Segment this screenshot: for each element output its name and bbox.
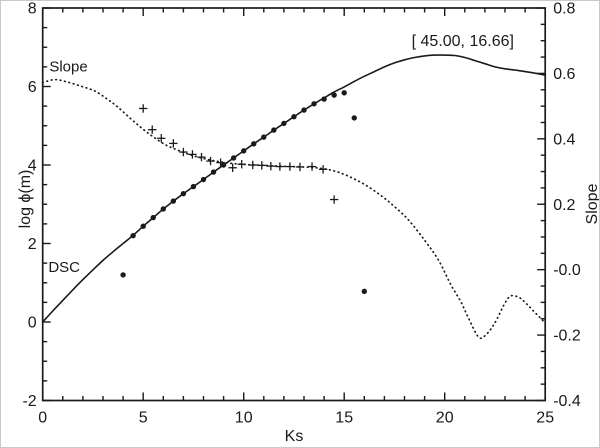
axis-box: [41, 7, 547, 402]
x-tick-label: 15: [335, 410, 353, 427]
y-right-tick-label: 0.2: [553, 197, 575, 214]
dot-marker: [281, 120, 287, 127]
y-right-tick-label: -0.2: [553, 328, 581, 345]
dot-marker: [150, 214, 156, 221]
x-tick-label: 0: [38, 410, 47, 427]
y-left-tick-label: 6: [28, 79, 37, 96]
dot-marker: [130, 232, 136, 239]
y-left-tick-label: -2: [22, 393, 36, 410]
dot-marker: [341, 90, 347, 96]
dot-marker: [351, 115, 357, 121]
annotation-peak-coordinates: [ 45.00, 16.66]: [412, 33, 514, 50]
x-tick-label: 5: [139, 410, 148, 427]
dot-marker: [140, 223, 146, 229]
dot-marker: [230, 155, 237, 161]
y-left-tick-label: 0: [28, 315, 37, 332]
y-left-tick-label: 8: [28, 1, 37, 18]
plot-area: 0 5 10 15 20 2586420-20.80.60.40.2-0.0-0.2-0.…: [22, 1, 580, 427]
dot-marker: [271, 127, 277, 133]
x-axis-title: Ks: [285, 428, 304, 445]
dot-marker: [120, 272, 126, 278]
dot-marker: [180, 190, 187, 197]
dot-marker: [321, 96, 327, 102]
slope-curve: [41, 78, 547, 340]
y-left-tick-label: 4: [28, 158, 37, 175]
x-tick-label: 25: [536, 410, 554, 427]
annotation-dsc-curve-label: DSC: [48, 259, 80, 276]
dot-marker: [190, 183, 197, 190]
y-right-tick-label: 0.4: [553, 131, 575, 148]
dot-marker: [361, 288, 367, 295]
y-axis-title-left: log ϕ(m): [17, 170, 34, 229]
annotation-slope-curve-label: Slope: [49, 59, 87, 76]
y-left-tick-label: 2: [28, 236, 37, 253]
dot-marker: [210, 169, 217, 175]
dot-marker: [291, 114, 297, 120]
y-right-tick-label: -0.0: [553, 262, 581, 279]
dot-marker: [261, 134, 267, 140]
dot-marker: [200, 176, 207, 183]
dot-marker: [160, 206, 166, 212]
dot-marker: [331, 92, 337, 98]
dsc-curve: [42, 54, 546, 323]
y-axis-title-right: Slope: [584, 183, 600, 224]
dot-marker: [301, 107, 307, 113]
dot-marker: [251, 141, 257, 147]
dot-marker: [311, 101, 317, 107]
dot-marker: [170, 198, 177, 204]
dot-marker: [220, 162, 227, 168]
y-right-tick-label: -0.4: [553, 393, 581, 410]
x-tick-label: 20: [436, 410, 454, 427]
x-tick-label: 10: [235, 410, 253, 427]
dot-marker: [241, 148, 247, 154]
y-right-tick-label: 0.6: [553, 66, 575, 83]
y-right-tick-label: 0.8: [553, 1, 575, 18]
